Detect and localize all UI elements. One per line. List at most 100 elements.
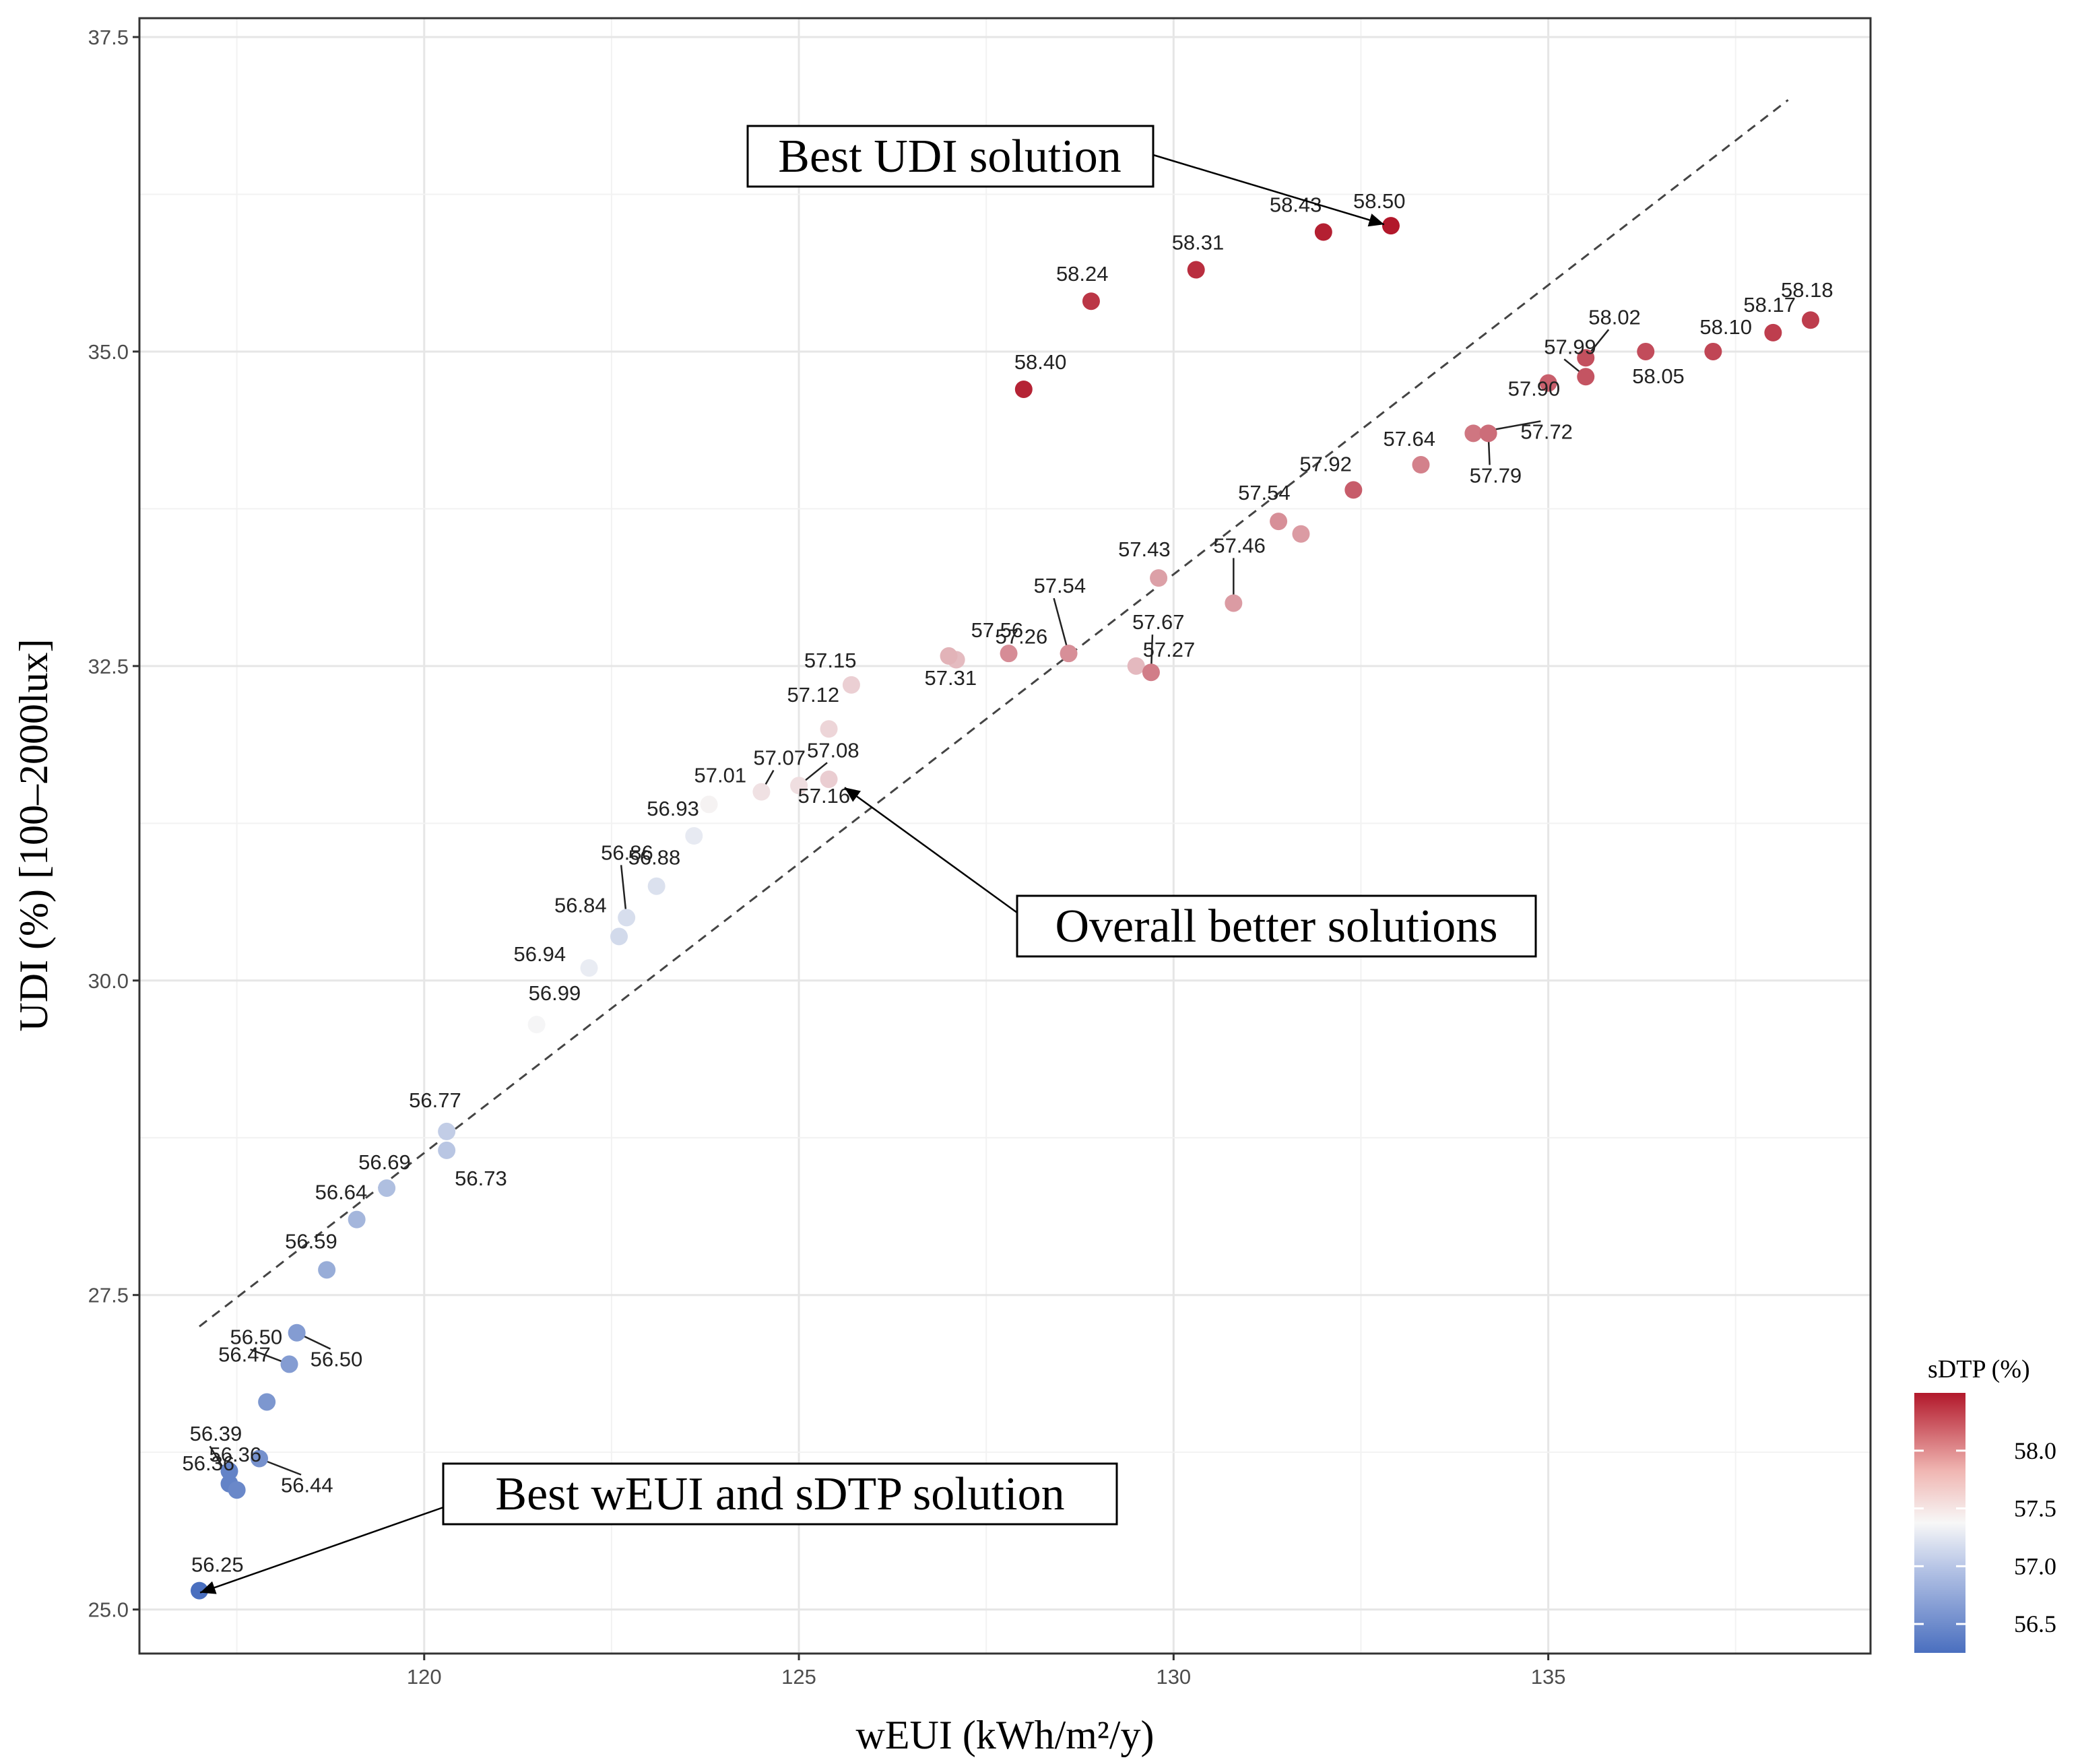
- point-label: 56.59: [285, 1229, 337, 1253]
- data-point: [1464, 424, 1483, 443]
- point-label: 58.31: [1172, 231, 1225, 255]
- data-point: [820, 720, 838, 738]
- point-label: 58.18: [1781, 278, 1833, 302]
- callout-label: Best wEUI and sDTP solution: [495, 1468, 1064, 1520]
- point-label: 56.25: [191, 1553, 244, 1577]
- data-point: [685, 827, 703, 845]
- data-point: [1801, 311, 1819, 329]
- data-point: [820, 770, 838, 788]
- data-point: [700, 795, 718, 814]
- point-label: 57.67: [1132, 610, 1185, 634]
- legend-tick-label: 57.5: [2014, 1495, 2056, 1522]
- data-point: [1764, 323, 1782, 341]
- y-tick-label: 30.0: [88, 969, 129, 993]
- point-label: 57.64: [1383, 427, 1435, 451]
- data-point: [288, 1324, 306, 1342]
- point-label: 56.69: [358, 1150, 411, 1174]
- data-point: [438, 1122, 456, 1140]
- data-point: [1014, 380, 1033, 398]
- legend-tick-label: 58.0: [2014, 1437, 2056, 1464]
- callouts: Best UDI solution Overall better solution…: [199, 125, 1537, 1594]
- data-point: [1314, 223, 1332, 241]
- point-label: 57.08: [807, 738, 859, 762]
- legend-tick-label: 57.0: [2014, 1553, 2056, 1579]
- point-label: 56.93: [647, 797, 699, 820]
- point-label: 56.64: [315, 1181, 368, 1204]
- point-label: 58.05: [1632, 364, 1685, 388]
- x-tick-label: 120: [407, 1665, 442, 1689]
- point-label: 56.47: [218, 1342, 271, 1366]
- callout-box: [1016, 894, 1537, 958]
- data-point: [527, 1016, 546, 1034]
- point-label: 58.02: [1588, 305, 1641, 329]
- point-label: 57.43: [1118, 537, 1171, 561]
- point-labels: 56.2556.3656.3656.3956.4456.4756.5056.50…: [183, 189, 1833, 1576]
- y-axis-title: UDI (%) [100–2000lux]: [11, 639, 56, 1031]
- point-label: 57.15: [804, 649, 857, 672]
- data-point: [1082, 292, 1100, 311]
- data-point: [1225, 594, 1243, 612]
- color-legend: sDTP (%) 56.5 57.0 57.5 58.0: [1914, 1355, 2056, 1653]
- point-label: 56.88: [628, 846, 681, 870]
- data-point: [1150, 569, 1168, 587]
- point-label: 57.99: [1544, 335, 1596, 358]
- data-point: [280, 1355, 298, 1373]
- point-label: 56.94: [514, 942, 566, 966]
- data-point: [1479, 424, 1497, 443]
- label-leader: [1053, 597, 1070, 654]
- point-label: 56.73: [455, 1167, 507, 1190]
- y-tick-label: 27.5: [88, 1284, 129, 1307]
- callout-box: [442, 1462, 1118, 1526]
- point-label: 58.43: [1270, 193, 1322, 217]
- y-tick-label: 37.5: [88, 26, 129, 49]
- point-label: 57.07: [753, 746, 806, 770]
- data-point: [1292, 525, 1310, 543]
- data-point: [580, 959, 598, 977]
- point-label: 58.50: [1353, 189, 1406, 213]
- legend-title: sDTP (%): [1928, 1355, 2030, 1383]
- data-point: [1577, 349, 1595, 367]
- point-label: 56.50: [230, 1325, 283, 1348]
- x-tick-label: 125: [781, 1665, 816, 1689]
- data-point: [940, 647, 958, 665]
- plot-border: [138, 17, 1872, 1655]
- data-point: [1270, 513, 1288, 531]
- callout-label: Overall better solutions: [1055, 901, 1497, 952]
- data-point: [318, 1261, 336, 1279]
- data-point: [1704, 342, 1722, 360]
- data-point: [220, 1462, 238, 1480]
- point-label: 56.99: [529, 981, 581, 1005]
- data-point: [1344, 481, 1363, 499]
- trend-line-path: [199, 99, 1789, 1328]
- point-label: 56.50: [311, 1348, 363, 1371]
- data-point: [1000, 645, 1018, 663]
- data-point: [1412, 456, 1430, 474]
- data-point: [378, 1179, 396, 1197]
- point-label: 57.31: [925, 666, 977, 690]
- point-label: 56.84: [554, 893, 607, 917]
- point-label: 56.77: [409, 1088, 461, 1112]
- data-point: [251, 1449, 269, 1468]
- point-label: 57.46: [1213, 533, 1266, 557]
- data-point: [438, 1141, 456, 1159]
- data-point: [618, 909, 636, 927]
- grid: [139, 18, 1871, 1654]
- point-label: 56.44: [281, 1474, 333, 1497]
- data-point: [1060, 645, 1078, 663]
- data-point: [752, 783, 771, 801]
- trend-line: [199, 99, 1789, 1328]
- data-point: [790, 777, 808, 795]
- data-point: [1127, 657, 1145, 675]
- point-label: 57.79: [1470, 463, 1522, 487]
- point-label: 56.39: [190, 1422, 242, 1445]
- y-tick-label: 32.5: [88, 655, 129, 678]
- point-label: 57.54: [1034, 574, 1086, 597]
- data-point: [1539, 374, 1557, 392]
- point-label: 57.90: [1508, 377, 1561, 401]
- data-point: [1142, 663, 1160, 682]
- point-label: 57.12: [787, 683, 840, 707]
- point-label: 57.16: [798, 784, 851, 808]
- callout-arrow: [199, 1506, 444, 1594]
- data-point: [842, 676, 860, 694]
